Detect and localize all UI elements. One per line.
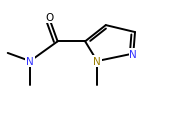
Text: O: O xyxy=(45,13,53,23)
Text: N: N xyxy=(129,49,137,59)
Text: N: N xyxy=(93,57,101,66)
Text: N: N xyxy=(26,57,34,66)
